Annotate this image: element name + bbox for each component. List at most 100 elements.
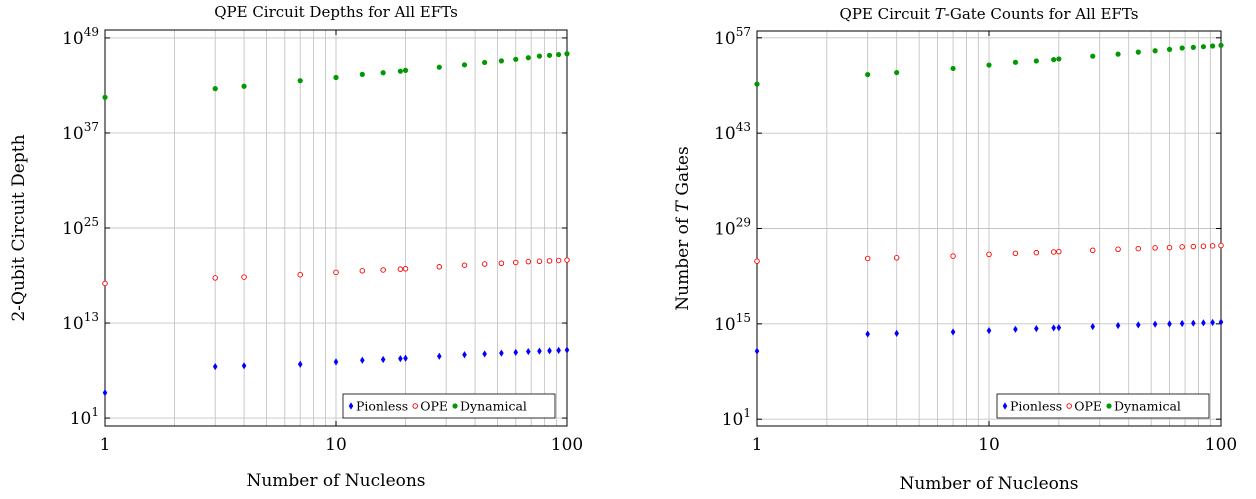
data-point-ope xyxy=(1209,243,1216,249)
y-axis-label: 2-Qubit Circuit Depth xyxy=(9,134,29,321)
legend-marker-dynamical xyxy=(452,403,458,409)
data-point-pionless xyxy=(1051,324,1056,332)
chart-title: QPE Circuit Depths for All EFTs xyxy=(214,3,458,21)
data-point-ope xyxy=(1152,245,1158,251)
legend: Pionless OPE Dynamical xyxy=(996,393,1210,419)
data-point-ope xyxy=(555,257,562,264)
data-point-ope xyxy=(1200,243,1207,249)
data-point-ope xyxy=(212,275,218,281)
data-point-pionless xyxy=(297,360,303,368)
data-point-dynamical xyxy=(1166,46,1173,52)
y-tick-label: 1013 xyxy=(62,310,99,334)
x-tick-label: 100 xyxy=(551,435,583,455)
data-point-pionless xyxy=(1191,319,1196,327)
data-point-dynamical xyxy=(1033,58,1039,64)
data-point-pionless xyxy=(1034,325,1039,333)
data-point-pionless xyxy=(754,347,760,355)
data-point-ope xyxy=(1056,248,1062,255)
data-point-ope xyxy=(1012,250,1019,257)
data-point-ope xyxy=(1190,243,1197,250)
chart-panel-2: 1 10 100 101 1015 1029 1043 1057 QPE Circuit T-G… xyxy=(673,5,1237,494)
data-point-pionless xyxy=(398,355,403,363)
x-tick-label: 1 xyxy=(752,435,763,455)
legend-marker-ope xyxy=(412,403,418,409)
legend-label-dynamical: Dynamical xyxy=(460,399,527,414)
data-point-dynamical xyxy=(894,69,900,76)
data-point-pionless xyxy=(950,328,956,336)
data-point-dynamical xyxy=(380,70,386,76)
x-axis-label: Number of Nucleons xyxy=(246,471,425,491)
legend: Pionless OPE Dynamical xyxy=(342,393,556,419)
data-point-dynamical xyxy=(564,51,570,57)
y-tick-label: 101 xyxy=(722,406,751,430)
data-point-pionless xyxy=(360,356,365,364)
data-point-ope xyxy=(525,258,532,265)
data-point-dynamical xyxy=(1135,49,1141,55)
legend-marker-ope xyxy=(1066,403,1072,409)
legend-marker-pionless xyxy=(348,402,354,410)
x-tick-label: 100 xyxy=(1205,435,1237,455)
y-tick-label: 1049 xyxy=(62,25,99,49)
x-tick-label: 10 xyxy=(325,435,347,455)
data-point-dynamical xyxy=(1152,48,1158,54)
data-point-ope xyxy=(950,253,956,259)
data-point-ope xyxy=(461,262,468,268)
y-tick-label: 1015 xyxy=(714,311,751,335)
y-axis-label: Number of T Gates xyxy=(673,146,693,310)
data-point-pionless xyxy=(1167,320,1172,328)
series-ope xyxy=(754,242,1224,264)
data-point-dynamical xyxy=(212,86,218,92)
series-dynamical xyxy=(754,42,1224,87)
data-point-dynamical xyxy=(1090,53,1096,59)
series-pionless xyxy=(754,318,1224,355)
x-axis-label: Number of Nucleons xyxy=(899,474,1078,494)
legend-label-dynamical: Dynamical xyxy=(1114,399,1181,414)
data-point-ope xyxy=(1135,245,1142,252)
data-point-dynamical xyxy=(461,62,468,68)
data-point-ope xyxy=(536,258,543,265)
y-tick-label: 101 xyxy=(70,405,99,429)
legend-marker-pionless xyxy=(1002,402,1008,410)
data-point-dynamical xyxy=(865,71,871,78)
data-point-dynamical xyxy=(402,67,409,73)
grid-lines xyxy=(104,30,568,426)
data-point-pionless xyxy=(547,347,552,355)
data-point-pionless xyxy=(1201,319,1206,327)
data-point-dynamical xyxy=(297,78,303,84)
data-point-pionless xyxy=(482,350,487,358)
data-point-pionless xyxy=(1013,325,1018,333)
chart-panel-1: 1 10 100 101 1013 1025 1037 1049 QPE Circuit Dep… xyxy=(9,3,583,491)
data-point-ope xyxy=(1033,249,1040,256)
data-point-ope xyxy=(564,257,570,263)
series-pionless xyxy=(102,346,570,397)
data-point-dynamical xyxy=(359,71,365,77)
data-point-pionless xyxy=(333,358,339,366)
data-point-dynamical xyxy=(536,53,543,59)
data-point-pionless xyxy=(1179,319,1185,328)
data-point-ope xyxy=(397,266,404,272)
data-point-ope xyxy=(359,268,366,274)
data-point-ope xyxy=(546,258,553,264)
y-tick-label: 1037 xyxy=(62,120,99,144)
data-point-dynamical xyxy=(397,68,403,74)
data-point-pionless xyxy=(564,346,570,354)
data-point-dynamical xyxy=(241,83,247,89)
data-point-pionless xyxy=(1218,318,1224,326)
series-dynamical xyxy=(102,51,570,100)
data-point-pionless xyxy=(556,346,561,354)
data-point-ope xyxy=(481,261,488,267)
data-point-ope xyxy=(436,264,443,270)
data-point-pionless xyxy=(102,389,108,397)
legend-label-pionless: Pionless xyxy=(1010,399,1062,414)
y-tick-label: 1057 xyxy=(714,25,751,49)
y-tick-label: 1025 xyxy=(62,215,99,239)
data-point-pionless xyxy=(1135,321,1141,329)
data-point-ope xyxy=(1089,247,1096,254)
data-point-pionless xyxy=(241,362,247,370)
x-tick-label: 1 xyxy=(100,435,111,455)
data-point-pionless xyxy=(986,327,992,335)
data-point-dynamical xyxy=(333,74,339,81)
x-tick-label: 10 xyxy=(978,435,1000,455)
data-point-pionless xyxy=(499,349,504,357)
